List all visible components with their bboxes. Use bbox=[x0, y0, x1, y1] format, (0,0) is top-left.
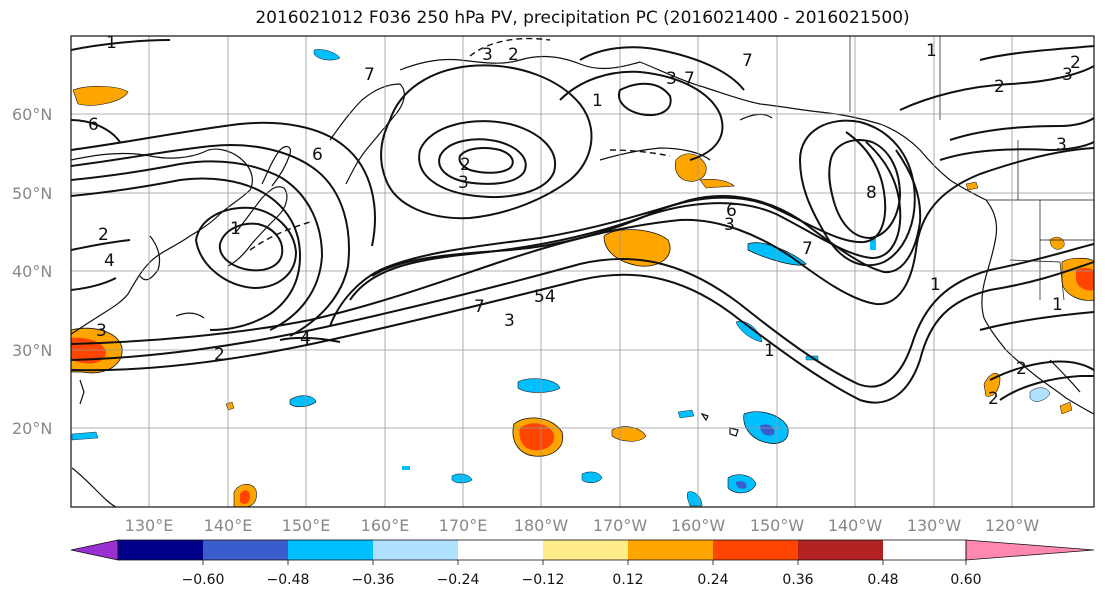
contour-label: 3 bbox=[1062, 65, 1073, 85]
colorbar-segment bbox=[713, 540, 798, 560]
colorbar-tick-label: 0.24 bbox=[697, 572, 728, 588]
lon-label: 180°W bbox=[514, 516, 569, 535]
contour-label: 1 bbox=[926, 41, 937, 61]
contour-label: 3 bbox=[666, 69, 677, 89]
colorbar-segment bbox=[628, 540, 713, 560]
coastlines bbox=[71, 55, 1094, 507]
contour-label: 7 bbox=[684, 69, 695, 89]
colorbar-tick-labels: −0.60 −0.48 −0.36 −0.24 −0.12 0.12 0.24 … bbox=[182, 572, 982, 588]
contour-label: 3 bbox=[96, 321, 107, 341]
lon-label: 130°E bbox=[125, 516, 174, 535]
lon-label: 150°E bbox=[282, 516, 331, 535]
contour-labels: 1 7 3 2 7 1 3 7 1 2 3 6 6 2 3 1 2 4 3 2 … bbox=[88, 33, 1081, 409]
colorbar-extend-right bbox=[965, 539, 1095, 561]
colorbar-segment bbox=[203, 540, 288, 560]
colorbar: −0.60 −0.48 −0.36 −0.24 −0.12 0.12 0.24 … bbox=[70, 539, 1095, 588]
colorbar-tick-label: −0.36 bbox=[352, 572, 395, 588]
lon-label: 120°W bbox=[985, 516, 1040, 535]
contour-label: 3 bbox=[1056, 135, 1067, 155]
colorbar-segment bbox=[118, 540, 203, 560]
contour-label: 2 bbox=[994, 77, 1005, 97]
lat-label: 20°N bbox=[12, 419, 52, 438]
colorbar-segment bbox=[373, 540, 458, 560]
lat-label: 30°N bbox=[12, 341, 52, 360]
colorbar-tick-label: −0.48 bbox=[267, 572, 310, 588]
lon-label: 130°W bbox=[907, 516, 962, 535]
contour-label: 3 bbox=[482, 45, 493, 65]
lon-label: 170°W bbox=[593, 516, 648, 535]
lon-label: 170°E bbox=[439, 516, 488, 535]
contour-label: 2 bbox=[214, 345, 225, 365]
contour-label: 2 bbox=[98, 225, 109, 245]
colorbar-tick-label: 0.12 bbox=[612, 572, 643, 588]
contour-label: 3 bbox=[724, 215, 735, 235]
lon-label: 160°W bbox=[671, 516, 726, 535]
longitude-labels: 130°E 140°E 150°E 160°E 170°E 180°W 170°… bbox=[125, 516, 1040, 535]
lat-label: 50°N bbox=[12, 184, 52, 203]
contour-label: 1 bbox=[230, 219, 241, 239]
contour-label: 4 bbox=[300, 329, 311, 349]
contour-label: 6 bbox=[88, 115, 99, 135]
lon-label: 160°E bbox=[361, 516, 410, 535]
contour-label: 7 bbox=[802, 239, 813, 259]
lon-label: 140°E bbox=[204, 516, 253, 535]
map-frame bbox=[70, 35, 1095, 508]
contour-label: 1 bbox=[1052, 295, 1063, 315]
contour-label: 7 bbox=[742, 51, 753, 71]
colorbar-tick-label: 0.48 bbox=[867, 572, 898, 588]
contour-label: 54 bbox=[534, 287, 556, 307]
colorbar-segment bbox=[543, 540, 628, 560]
contour-label: 1 bbox=[764, 341, 775, 361]
contour-label: 2 bbox=[460, 155, 471, 175]
colorbar-segment bbox=[288, 540, 373, 560]
lon-label: 150°W bbox=[750, 516, 805, 535]
contour-label: 4 bbox=[104, 251, 115, 271]
contour-label: 2 bbox=[508, 45, 519, 65]
lat-label: 60°N bbox=[12, 105, 52, 124]
colorbar-ticks bbox=[202, 560, 967, 565]
colorbar-frame bbox=[117, 539, 967, 561]
map-title: 2016021012 F036 250 hPa PV, precipitatio… bbox=[255, 8, 910, 28]
pv-contours bbox=[71, 39, 1094, 404]
contour-label: 3 bbox=[504, 311, 515, 331]
lon-label: 140°W bbox=[828, 516, 883, 535]
contour-label: 2 bbox=[988, 389, 999, 409]
colorbar-segment bbox=[458, 540, 543, 560]
colorbar-tick-label: −0.24 bbox=[437, 572, 480, 588]
colorbar-tick-label: −0.60 bbox=[182, 572, 225, 588]
contour-label: 7 bbox=[364, 65, 375, 85]
contour-label: 1 bbox=[930, 275, 941, 295]
contour-label: 6 bbox=[726, 201, 737, 221]
contour-label: 7 bbox=[474, 297, 485, 317]
contour-label: 6 bbox=[312, 145, 323, 165]
contour-label: 2 bbox=[1070, 53, 1081, 73]
colorbar-tick-label: −0.12 bbox=[522, 572, 565, 588]
lat-label: 40°N bbox=[12, 262, 52, 281]
contour-label: 2 bbox=[1016, 359, 1027, 379]
contour-label: 1 bbox=[106, 33, 117, 53]
pv-contours-dashed bbox=[249, 37, 671, 251]
colorbar-extend-left bbox=[70, 539, 119, 561]
colorbar-tick-label: 0.60 bbox=[950, 572, 981, 588]
latitude-labels: 60°N 50°N 40°N 30°N 20°N bbox=[12, 105, 52, 438]
contour-label: 1 bbox=[592, 91, 603, 111]
colorbar-segment bbox=[798, 540, 883, 560]
map-background bbox=[71, 36, 1094, 507]
graticule bbox=[71, 36, 1094, 507]
contour-label: 8 bbox=[866, 183, 877, 203]
precip-positive-areas bbox=[71, 86, 1094, 507]
contour-label: 3 bbox=[458, 173, 469, 193]
colorbar-tick-label: 0.36 bbox=[782, 572, 813, 588]
